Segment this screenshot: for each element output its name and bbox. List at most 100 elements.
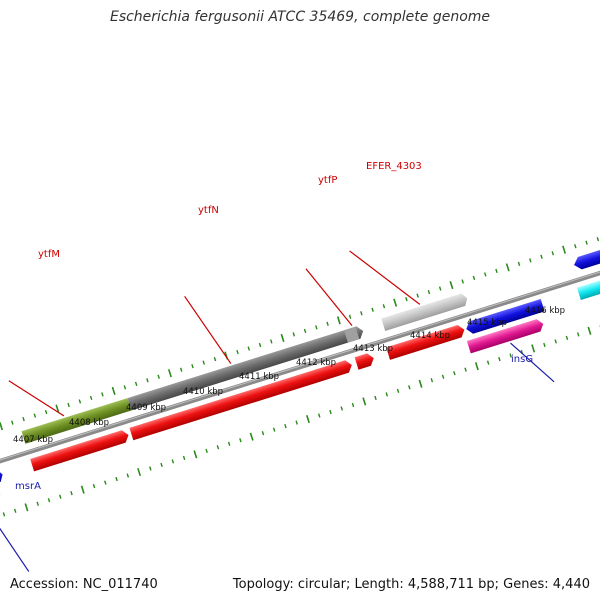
minor-tick (146, 378, 149, 383)
minor-tick (227, 441, 231, 446)
minor-tick (540, 254, 543, 259)
minor-tick (36, 501, 39, 506)
minor-tick (453, 371, 456, 376)
minor-tick (441, 374, 445, 379)
minor-tick (374, 395, 377, 401)
minor-tick (236, 349, 239, 355)
tick-label: 4414 kbp (410, 331, 450, 341)
minor-tick (371, 307, 374, 312)
red-gene-4[interactable] (386, 323, 466, 360)
cyan-gene[interactable] (576, 269, 600, 301)
minor-tick (408, 385, 411, 390)
minor-tick (47, 498, 51, 503)
minor-tick (92, 483, 96, 489)
major-tick (562, 245, 567, 254)
ytfP-light-gene[interactable] (344, 326, 360, 343)
efer4303-gene[interactable] (381, 292, 469, 331)
tick-label: 4416 kbp (525, 306, 565, 316)
red-gene-2[interactable] (129, 359, 353, 441)
tick-label: 4408 kbp (69, 418, 109, 428)
minor-tick (472, 275, 476, 281)
minor-tick (348, 314, 352, 319)
tick-label: 4412 kbp (296, 358, 336, 368)
major-tick (193, 450, 198, 459)
minor-tick (574, 244, 577, 249)
minor-tick (360, 311, 363, 316)
minor-tick (89, 395, 93, 401)
major-tick (167, 369, 172, 378)
minor-tick (258, 342, 262, 348)
tick-label: 4410 kbp (183, 387, 223, 397)
minor-tick (329, 409, 332, 415)
minor-tick (123, 385, 127, 390)
minor-tick (191, 364, 194, 369)
minor-tick (157, 374, 160, 379)
red-gene-1[interactable] (30, 429, 130, 472)
minor-tick (565, 335, 569, 341)
minor-tick (213, 357, 217, 362)
minor-tick (315, 325, 318, 330)
minor-tick (70, 491, 73, 496)
minor-tick (270, 339, 273, 344)
minor-tick (216, 445, 220, 450)
msrA-label: msrA (15, 481, 41, 492)
insG-callout (510, 342, 555, 383)
minor-tick (171, 459, 175, 464)
minor-tick (396, 388, 400, 393)
minor-tick (464, 367, 467, 372)
insg-blue-gene[interactable] (464, 298, 545, 335)
lower-tick-row (2, 325, 600, 517)
minor-tick (427, 289, 431, 295)
minor-tick (498, 356, 501, 362)
minor-tick (486, 360, 490, 365)
major-tick (280, 333, 285, 343)
major-tick (418, 379, 423, 388)
tick-label: 4409 kbp (126, 403, 166, 413)
tick-label: 4407 kbp (13, 435, 53, 445)
minor-tick (483, 272, 487, 277)
msrA-khaki-gene[interactable] (0, 488, 2, 511)
minor-tick (126, 473, 130, 478)
minor-tick (529, 258, 532, 263)
msrA-blue-gene[interactable] (0, 468, 4, 494)
minor-tick (405, 297, 408, 302)
major-tick (137, 467, 142, 477)
minor-tick (495, 268, 498, 274)
minor-tick (416, 293, 419, 298)
kbp-tick-labels: 4407 kbp 4408 kbp 4409 kbp 4410 kbp 4411… (13, 306, 565, 445)
minor-tick (261, 431, 265, 436)
major-tick (111, 386, 116, 395)
major-tick (249, 432, 254, 441)
minor-tick (179, 367, 183, 372)
tick-label: 4411 kbp (239, 372, 279, 382)
major-tick (587, 326, 592, 335)
minor-tick (385, 392, 389, 397)
insg-magenta-gene[interactable] (466, 318, 545, 354)
ytfN-callout (184, 295, 232, 364)
minor-tick (67, 402, 70, 408)
minor-tick (326, 321, 329, 326)
efer4303-callout (349, 250, 421, 305)
minor-tick (182, 455, 186, 460)
major-tick (55, 404, 60, 413)
ytfP-label: ytfP (318, 175, 337, 186)
major-tick (505, 263, 510, 272)
minor-tick (596, 237, 600, 242)
tick-label: 4413 kbp (353, 344, 393, 354)
ytfN-gene[interactable] (127, 325, 365, 411)
olive-gene[interactable] (21, 398, 132, 444)
minor-tick (461, 279, 464, 284)
major-tick (306, 415, 310, 424)
minor-tick (543, 342, 546, 348)
minor-tick (2, 512, 6, 517)
minor-tick (58, 494, 62, 499)
red-gene-3[interactable] (354, 352, 376, 370)
genome-info-text: Topology: circular; Length: 4,588,711 bp… (232, 577, 590, 592)
right-blue-gene[interactable] (572, 241, 600, 271)
minor-tick (509, 353, 512, 358)
map-title: Escherichia fergusonii ATCC 35469, compl… (109, 9, 491, 25)
minor-tick (22, 416, 25, 422)
minor-tick (438, 286, 442, 291)
minor-tick (517, 261, 521, 266)
